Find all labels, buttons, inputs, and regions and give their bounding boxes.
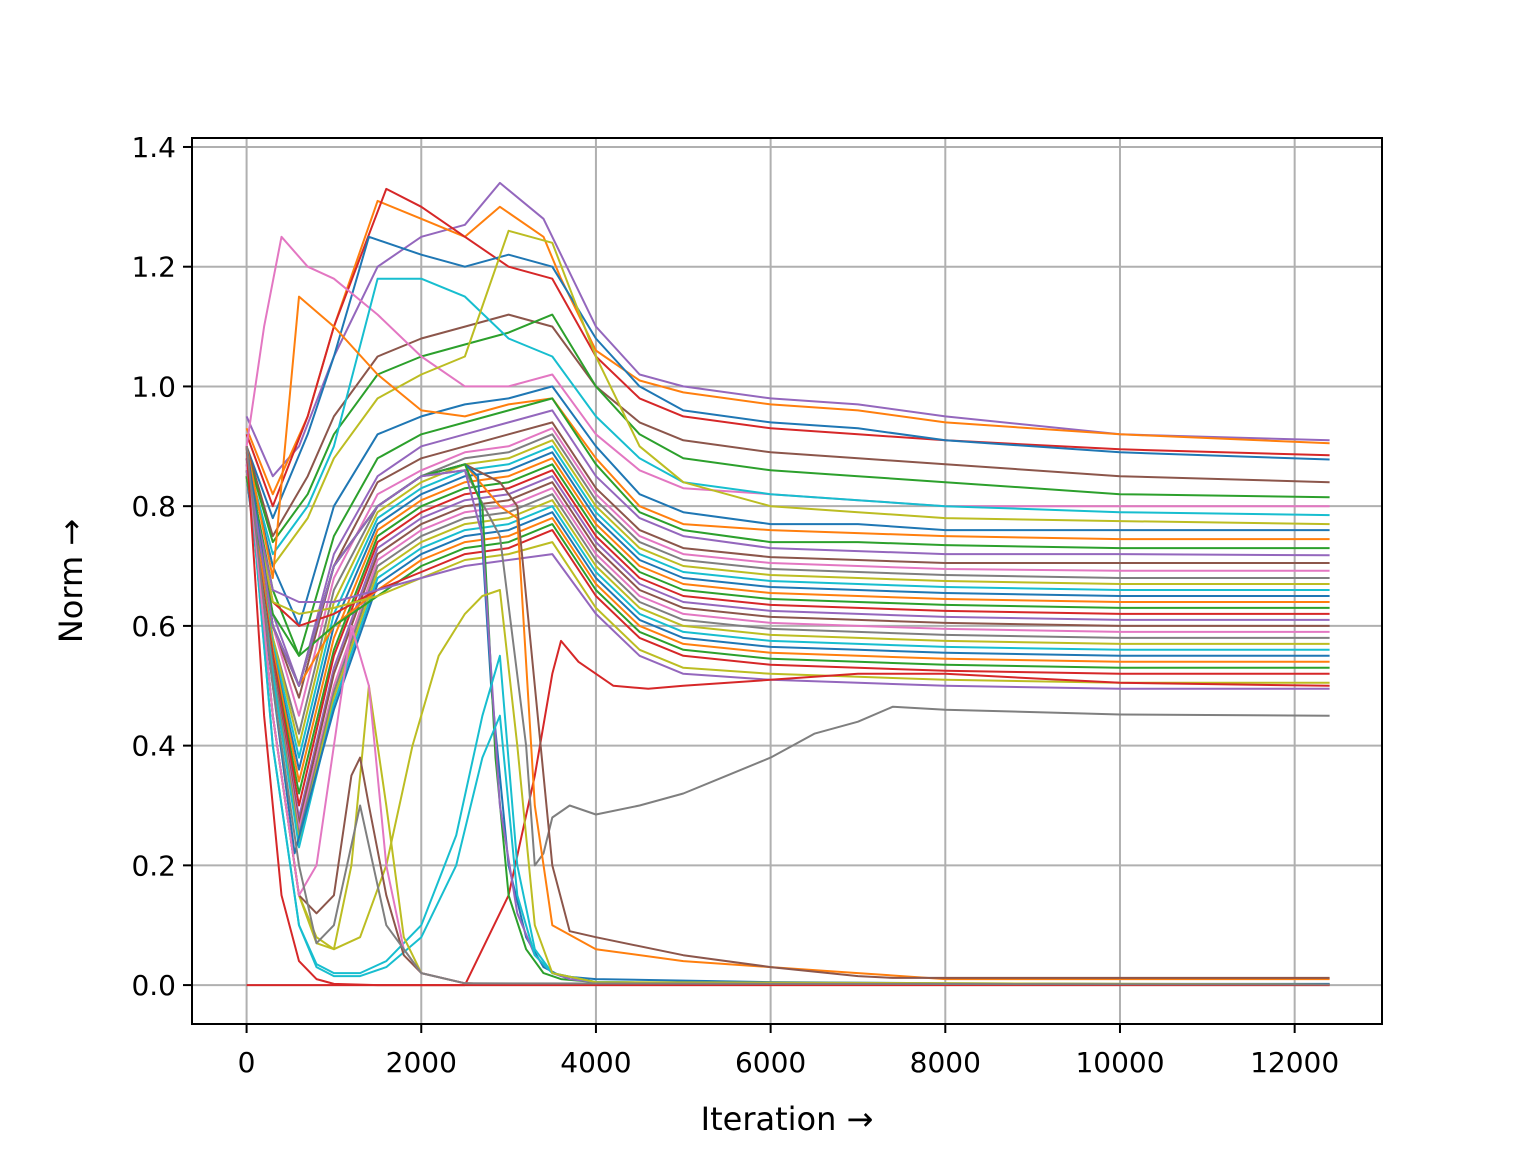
series-line xyxy=(245,457,1330,783)
series-line xyxy=(245,433,1330,735)
series-line xyxy=(245,470,1330,684)
series-line xyxy=(245,397,1330,657)
y-tick-label: 0.8 xyxy=(131,490,176,523)
series-line xyxy=(245,476,1330,669)
series-line xyxy=(245,445,1330,759)
x-tick-label: 6000 xyxy=(735,1046,806,1079)
series-line xyxy=(245,476,1330,843)
series-line xyxy=(245,476,1330,831)
y-tick-label: 1.0 xyxy=(131,370,176,403)
x-axis-label: Iteration → xyxy=(701,1100,874,1138)
series-line xyxy=(245,446,1330,986)
series-line xyxy=(245,470,1330,690)
y-tick-label: 1.4 xyxy=(131,131,176,164)
x-tick-label: 2000 xyxy=(386,1046,457,1079)
y-axis: 0.0 0.2 0.4 0.6 0.8 1.0 1.2 1.4 xyxy=(131,131,192,1002)
x-tick-label: 0 xyxy=(238,1046,256,1079)
series-line xyxy=(245,313,1330,544)
y-tick-label: 0.0 xyxy=(131,969,176,1002)
series-line xyxy=(245,463,1330,795)
x-tick-label: 10000 xyxy=(1075,1046,1164,1079)
plot-frame xyxy=(191,137,1383,1025)
series-line xyxy=(245,187,1330,508)
y-tick-label: 0.4 xyxy=(131,730,176,763)
series-line xyxy=(245,451,1330,771)
series-line xyxy=(245,439,1330,747)
series-line xyxy=(245,470,1330,675)
series-line xyxy=(245,475,1330,819)
x-axis: 0 2000 4000 6000 8000 10000 12000 xyxy=(238,1024,1339,1079)
series-line xyxy=(245,476,1330,837)
series-line xyxy=(245,446,1330,986)
series-line xyxy=(245,409,1330,687)
x-tick-label: 4000 xyxy=(560,1046,631,1079)
x-tick-label: 12000 xyxy=(1250,1046,1339,1079)
series-line xyxy=(245,476,1330,855)
series-line xyxy=(245,458,1330,986)
series-line xyxy=(245,476,1330,825)
series-layer xyxy=(245,181,1330,987)
y-tick-label: 1.2 xyxy=(131,251,176,284)
y-axis-label: Norm → xyxy=(52,519,90,643)
series-line xyxy=(245,427,1330,717)
series-line xyxy=(245,446,1330,987)
series-line xyxy=(245,277,1330,556)
y-tick-label: 0.2 xyxy=(131,849,176,882)
y-tick-label: 0.6 xyxy=(131,610,176,643)
series-line xyxy=(245,229,1330,567)
x-tick-label: 8000 xyxy=(910,1046,981,1079)
series-line xyxy=(245,385,1330,627)
series-line xyxy=(245,476,1330,687)
series-line xyxy=(245,235,1330,520)
series-line xyxy=(245,469,1330,807)
series-line xyxy=(245,313,1330,538)
